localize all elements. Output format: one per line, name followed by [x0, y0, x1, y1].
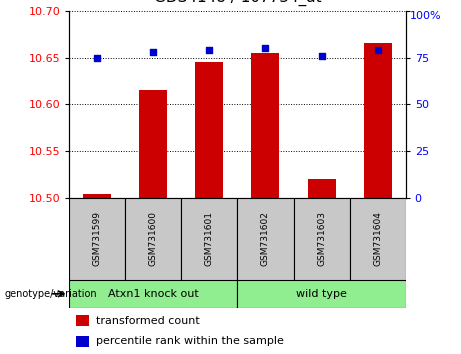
Text: Atxn1 knock out: Atxn1 knock out: [108, 289, 199, 299]
Text: GSM731599: GSM731599: [93, 211, 102, 267]
Text: 100%: 100%: [410, 11, 442, 21]
Bar: [125, 198, 181, 280]
Point: [262, 45, 269, 51]
Title: GDS4148 / 107734_at: GDS4148 / 107734_at: [154, 0, 321, 6]
Bar: [76, 315, 89, 326]
Bar: [195, 62, 224, 198]
Bar: [237, 198, 294, 280]
Point: [94, 55, 101, 60]
Point: [374, 47, 381, 53]
Bar: [69, 198, 125, 280]
Bar: [69, 280, 237, 308]
Text: GSM731604: GSM731604: [373, 211, 382, 267]
Point: [318, 53, 325, 58]
Text: GSM731602: GSM731602: [261, 211, 270, 267]
Text: GSM731600: GSM731600: [149, 211, 158, 267]
Bar: [349, 198, 406, 280]
Point: [149, 49, 157, 55]
Bar: [139, 90, 167, 198]
Bar: [76, 336, 89, 347]
Bar: [83, 194, 111, 198]
Bar: [364, 44, 392, 198]
Text: GSM731601: GSM731601: [205, 211, 214, 267]
Bar: [294, 198, 349, 280]
Text: percentile rank within the sample: percentile rank within the sample: [96, 336, 284, 346]
Text: wild type: wild type: [296, 289, 347, 299]
Text: transformed count: transformed count: [96, 316, 200, 326]
Text: genotype/variation: genotype/variation: [5, 289, 97, 299]
Bar: [181, 198, 237, 280]
Bar: [251, 53, 279, 198]
Text: GSM731603: GSM731603: [317, 211, 326, 267]
Bar: [307, 178, 336, 198]
Bar: [237, 280, 406, 308]
Point: [206, 47, 213, 53]
